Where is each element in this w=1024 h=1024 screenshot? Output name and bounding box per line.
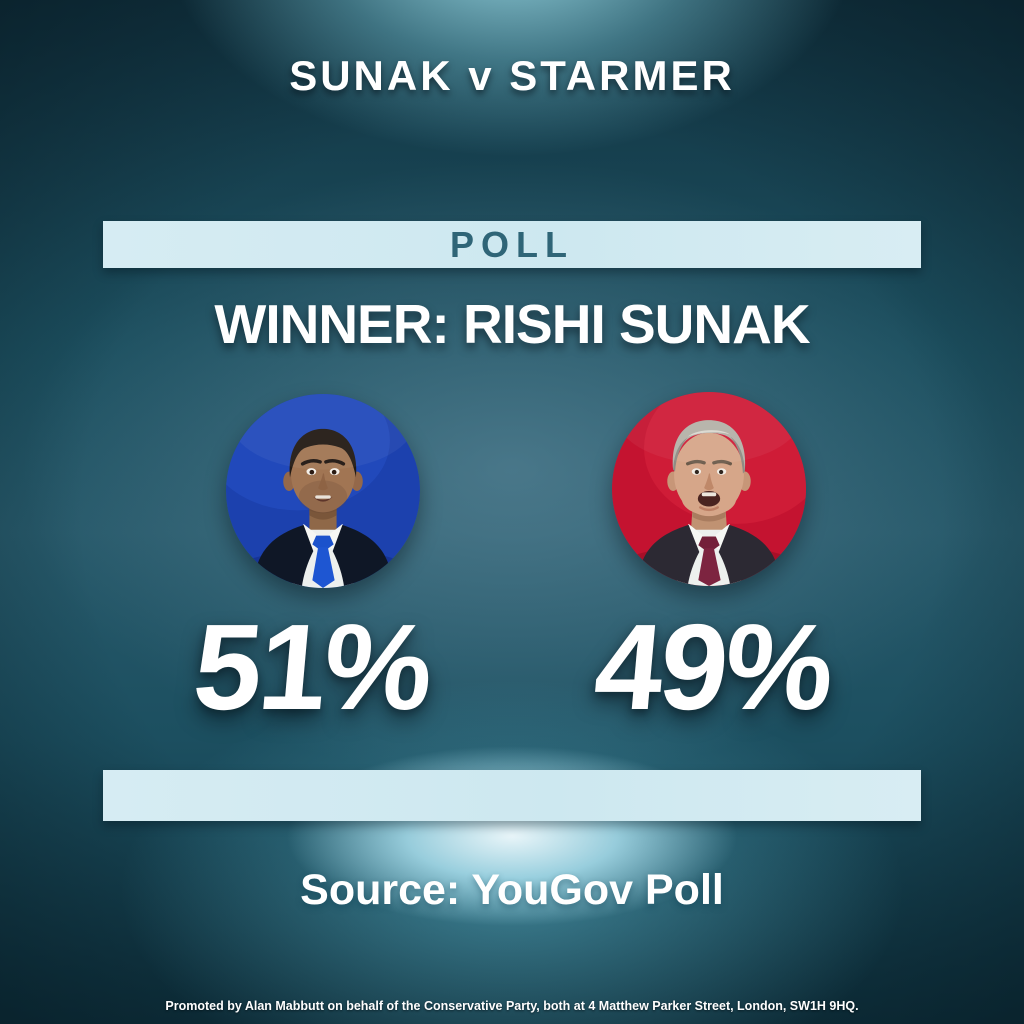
starmer-percentage: 49%: [589, 599, 837, 735]
sunak-portrait: [226, 394, 420, 588]
starmer-portrait-illustration: [612, 392, 806, 586]
disclaimer-text: Promoted by Alan Mabbutt on behalf of th…: [165, 999, 859, 1013]
starmer-portrait: [612, 392, 806, 586]
poll-banner: POLL: [103, 221, 921, 268]
poll-banner-label: POLL: [450, 223, 574, 265]
page-title: SUNAK v STARMER: [289, 52, 735, 99]
sunak-portrait-illustration: [226, 394, 420, 588]
divider-bar: [103, 770, 921, 821]
source-line: Source: YouGov Poll: [300, 866, 724, 914]
winner-headline: WINNER: RISHI SUNAK: [214, 293, 810, 355]
sunak-percentage: 51%: [188, 599, 436, 735]
